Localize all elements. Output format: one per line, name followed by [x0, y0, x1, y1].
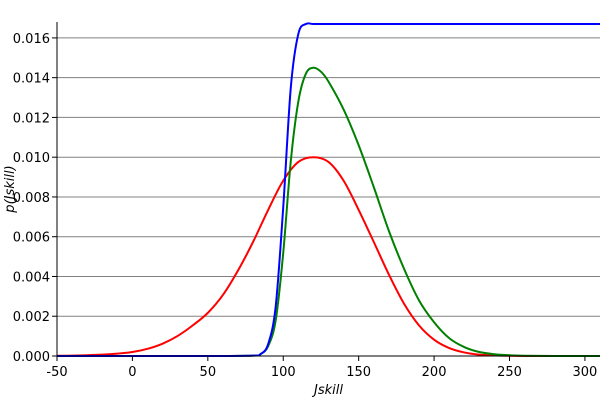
- y-tick-label-3: 0.006: [13, 231, 50, 246]
- x-axis-title: Jskill: [311, 383, 343, 398]
- axes: [56, 22, 600, 357]
- series-layer: [56, 22, 600, 358]
- y-axis-title: p(Jskill): [3, 165, 18, 213]
- x-tick-label-2: 50: [200, 365, 217, 380]
- y-tick-label-8: 0.016: [13, 32, 50, 47]
- x-ticks: -50 0 50 100 150 200 250 300: [46, 356, 597, 380]
- y-tick-label-0: 0.000: [13, 350, 50, 365]
- y-ticks: 0.000 0.002 0.004 0.006 0.008 0.010 0.012 0.014…: [13, 32, 57, 365]
- y-tick-label-7: 0.014: [13, 72, 50, 87]
- grid-lines: [57, 37, 600, 357]
- x-tick-label-3: 100: [271, 365, 296, 380]
- y-tick-label-5: 0.010: [13, 151, 50, 166]
- series-line-0: [56, 156, 600, 357]
- y-tick-label-1: 0.002: [13, 310, 50, 325]
- series-line-2: [57, 22, 600, 358]
- x-tick-label-4: 150: [346, 365, 371, 380]
- x-tick-label-0: -50: [46, 365, 67, 380]
- y-tick-label-4: 0.008: [13, 191, 50, 206]
- series-line-1: [57, 66, 600, 358]
- y-tick-label-6: 0.012: [13, 111, 50, 126]
- x-tick-label-7: 300: [573, 365, 598, 380]
- x-tick-label-6: 250: [497, 365, 522, 380]
- x-tick-label-5: 200: [422, 365, 447, 380]
- y-tick-label-2: 0.004: [13, 270, 50, 285]
- x-tick-label-1: 0: [128, 365, 136, 380]
